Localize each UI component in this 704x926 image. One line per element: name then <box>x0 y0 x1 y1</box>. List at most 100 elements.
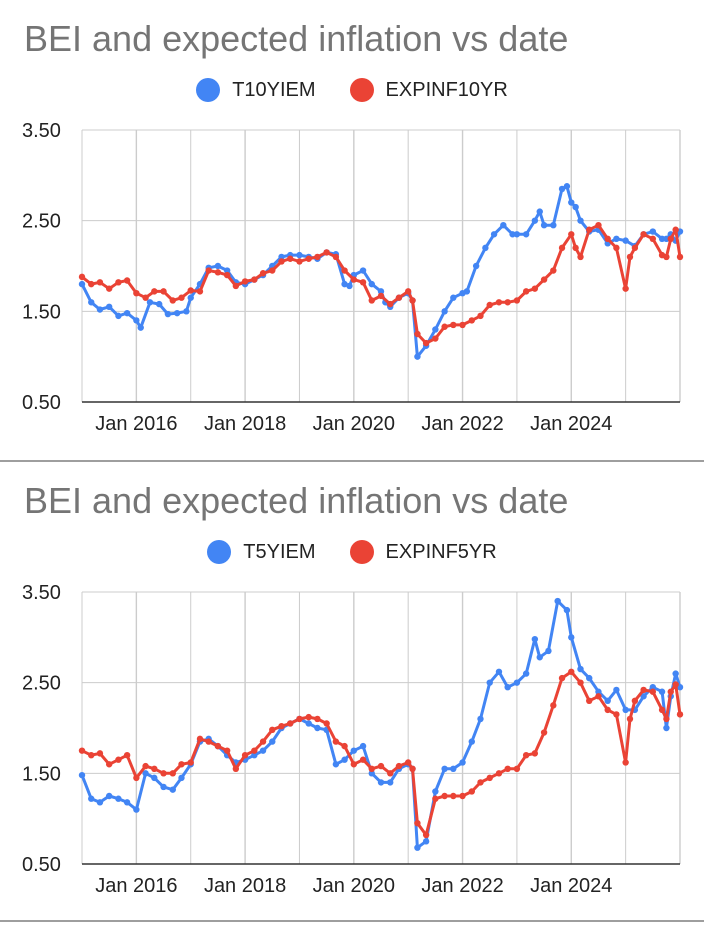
data-point <box>123 799 131 806</box>
data-point <box>133 774 140 782</box>
data-point <box>169 770 176 777</box>
data-point <box>115 795 122 802</box>
data-point <box>568 634 575 641</box>
data-point <box>472 262 480 270</box>
data-point <box>595 693 602 700</box>
data-point <box>450 321 457 329</box>
data-point <box>368 280 375 288</box>
data-point <box>500 222 507 229</box>
data-point <box>205 267 212 274</box>
data-point <box>631 697 639 704</box>
data-point <box>305 713 312 721</box>
data-point <box>296 251 303 259</box>
legend-item-series-1[interactable]: T10YIEM <box>196 78 316 102</box>
data-point <box>88 280 95 288</box>
data-point <box>278 258 285 265</box>
data-point <box>359 267 367 274</box>
data-point <box>105 792 113 800</box>
data-point <box>477 312 484 320</box>
data-point <box>155 300 163 308</box>
data-point <box>259 747 267 754</box>
data-point <box>441 765 448 772</box>
data-point <box>332 253 340 261</box>
data-point <box>96 279 104 286</box>
data-point <box>486 774 493 782</box>
data-point <box>432 335 439 342</box>
data-point <box>133 290 140 297</box>
data-point <box>441 323 448 330</box>
data-point <box>223 747 231 754</box>
legend-item-series-2[interactable]: EXPINF5YR <box>349 540 497 564</box>
data-point <box>482 244 489 252</box>
data-point <box>133 806 140 813</box>
data-point <box>545 647 552 655</box>
data-point <box>251 276 258 283</box>
x-tick-label: Jan 2016 <box>95 875 177 897</box>
data-point <box>577 253 584 261</box>
data-point <box>214 269 222 276</box>
data-point <box>368 297 375 304</box>
data-point <box>359 742 367 750</box>
data-point <box>160 288 167 295</box>
data-point <box>96 306 104 313</box>
data-point <box>350 747 358 754</box>
data-point <box>205 738 212 745</box>
data-point <box>572 244 579 252</box>
data-point <box>96 750 104 757</box>
data-point <box>422 339 430 347</box>
data-point <box>658 688 666 695</box>
data-point <box>178 294 185 301</box>
data-point <box>187 759 194 766</box>
data-point <box>667 235 674 242</box>
data-point <box>214 262 222 270</box>
data-point <box>667 688 674 695</box>
data-point <box>513 231 521 238</box>
data-point <box>450 765 457 772</box>
data-point <box>622 237 629 244</box>
data-point <box>88 752 95 759</box>
data-point <box>133 317 140 324</box>
data-point <box>522 670 530 677</box>
x-tick-label: Jan 2024 <box>530 875 612 897</box>
legend-marker-blue-icon <box>196 78 221 102</box>
legend-item-series-2[interactable]: EXPINF10YR <box>349 78 508 102</box>
data-point <box>504 299 511 306</box>
data-point <box>522 231 530 238</box>
data-point <box>672 670 679 677</box>
data-point <box>305 255 312 262</box>
data-point <box>563 606 571 614</box>
data-point <box>463 288 471 295</box>
data-point <box>477 779 484 786</box>
data-point <box>414 353 421 360</box>
plot-area: 0.50 1.50 2.50 3.50 Jan 2016 Jan 2018 Jan 2020… <box>22 582 684 897</box>
data-point <box>626 715 634 723</box>
legend-label: EXPINF5YR <box>385 540 497 563</box>
data-point <box>550 702 557 709</box>
data-point <box>604 235 611 242</box>
data-point <box>142 294 149 301</box>
x-tick-label: Jan 2022 <box>421 875 503 897</box>
data-point <box>459 759 466 766</box>
data-point <box>323 720 330 727</box>
data-point <box>649 688 657 695</box>
data-point <box>450 792 457 800</box>
data-point <box>259 270 267 277</box>
legend-label: EXPINF10YR <box>385 78 508 101</box>
data-point <box>78 747 86 754</box>
data-point <box>314 724 321 732</box>
data-point <box>387 779 394 786</box>
data-point <box>123 752 131 759</box>
data-point <box>78 771 86 779</box>
data-point <box>531 750 539 757</box>
data-point <box>78 280 86 288</box>
y-tick-label: 0.50 <box>22 854 61 876</box>
data-point <box>531 635 539 643</box>
data-point <box>649 228 657 235</box>
data-point <box>404 759 412 766</box>
data-point <box>223 271 231 279</box>
y-tick-label: 2.50 <box>22 211 61 233</box>
data-point <box>214 742 222 750</box>
data-point <box>404 288 412 295</box>
legend-item-series-1[interactable]: T5YIEM <box>207 540 316 564</box>
data-point <box>169 297 176 304</box>
